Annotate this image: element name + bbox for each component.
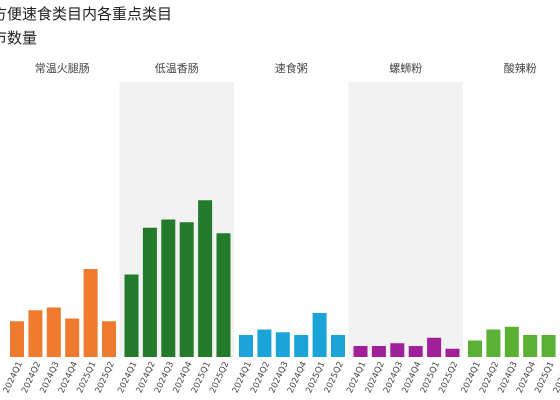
bar xyxy=(46,307,61,357)
bar xyxy=(331,335,345,357)
bar xyxy=(28,310,43,357)
bar xyxy=(541,335,556,357)
panels-layer: 常温火腿肠2024Q12024Q22024Q32024Q42025Q12025Q… xyxy=(2,61,560,395)
bar xyxy=(102,321,116,357)
bar xyxy=(142,227,157,357)
bar xyxy=(275,332,290,357)
bar xyxy=(161,219,176,357)
panel-title: 常温火腿肠 xyxy=(35,62,90,75)
bar xyxy=(198,200,213,357)
bar xyxy=(353,346,368,357)
bar xyxy=(523,335,538,357)
bar xyxy=(239,335,253,357)
panel-background xyxy=(348,82,463,357)
chart-title-line-1: 方便速食类目内各重点类目 xyxy=(0,5,172,23)
panel-1: 常温火腿肠2024Q12024Q22024Q32024Q42025Q12025Q… xyxy=(2,62,117,395)
bar xyxy=(65,318,80,357)
bar xyxy=(294,335,309,357)
panel-title: 螺蛳粉 xyxy=(389,62,422,75)
bar xyxy=(390,343,405,357)
bar xyxy=(445,348,460,357)
bar xyxy=(468,340,482,357)
bar xyxy=(504,326,519,357)
panel-title: 酸辣粉 xyxy=(504,61,537,75)
panel-title: 低温香肠 xyxy=(155,62,199,75)
bar xyxy=(486,329,501,357)
panel-title: 速食粥 xyxy=(275,61,308,75)
bar xyxy=(10,321,24,357)
bar xyxy=(179,222,194,357)
bar xyxy=(312,313,327,357)
bar xyxy=(83,269,98,357)
bar xyxy=(408,346,423,357)
bar xyxy=(216,233,231,357)
bar xyxy=(124,274,139,357)
bar xyxy=(427,337,442,357)
bar xyxy=(371,346,386,357)
panel-background xyxy=(119,82,234,357)
bar xyxy=(257,329,272,357)
chart-title-line-2: 市数量 xyxy=(0,29,37,47)
